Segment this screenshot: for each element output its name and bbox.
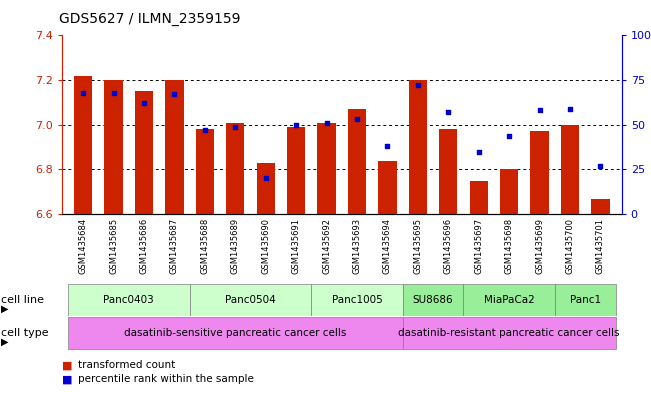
Text: GSM1435692: GSM1435692 — [322, 218, 331, 274]
Point — [413, 82, 423, 88]
Text: GSM1435687: GSM1435687 — [170, 218, 179, 274]
Point — [139, 100, 149, 107]
Text: SU8686: SU8686 — [413, 295, 453, 305]
Text: GSM1435700: GSM1435700 — [566, 218, 574, 274]
Point — [169, 91, 180, 97]
Bar — [256, 163, 275, 214]
Text: GDS5627 / ILMN_2359159: GDS5627 / ILMN_2359159 — [59, 12, 240, 26]
Bar — [591, 198, 609, 214]
Bar — [68, 284, 189, 316]
Bar — [189, 284, 311, 316]
Text: GSM1435689: GSM1435689 — [231, 218, 240, 274]
Bar — [196, 129, 214, 214]
Text: Panc0403: Panc0403 — [104, 295, 154, 305]
Bar — [409, 80, 427, 214]
Bar — [402, 317, 616, 349]
Bar — [402, 284, 464, 316]
Point — [382, 143, 393, 149]
Text: GSM1435688: GSM1435688 — [201, 218, 210, 274]
Text: Panc1: Panc1 — [570, 295, 601, 305]
Text: GSM1435685: GSM1435685 — [109, 218, 118, 274]
Bar — [68, 317, 402, 349]
Text: Panc1005: Panc1005 — [331, 295, 382, 305]
Text: ■: ■ — [62, 374, 72, 384]
Text: GSM1435695: GSM1435695 — [413, 218, 422, 274]
Bar — [287, 127, 305, 214]
Bar — [531, 132, 549, 214]
Bar — [104, 80, 122, 214]
Point — [108, 90, 118, 96]
Text: GSM1435693: GSM1435693 — [352, 218, 361, 274]
Point — [443, 109, 454, 116]
Bar — [561, 125, 579, 214]
Point — [504, 132, 514, 139]
Text: GSM1435684: GSM1435684 — [79, 218, 88, 274]
Bar — [464, 284, 555, 316]
Text: Panc0504: Panc0504 — [225, 295, 276, 305]
Bar — [318, 123, 336, 214]
Point — [260, 175, 271, 182]
Text: GSM1435698: GSM1435698 — [505, 218, 514, 274]
Bar — [165, 80, 184, 214]
Text: ▶: ▶ — [1, 337, 9, 347]
Text: dasatinib-resistant pancreatic cancer cells: dasatinib-resistant pancreatic cancer ce… — [398, 328, 620, 338]
Bar — [74, 75, 92, 214]
Text: percentile rank within the sample: percentile rank within the sample — [78, 374, 254, 384]
Text: GSM1435686: GSM1435686 — [139, 218, 148, 274]
Bar — [469, 181, 488, 214]
Point — [534, 107, 545, 114]
Point — [595, 163, 605, 169]
Point — [473, 149, 484, 155]
Point — [78, 90, 89, 96]
Point — [291, 121, 301, 128]
Point — [565, 106, 575, 112]
Point — [352, 116, 362, 123]
Bar — [500, 169, 518, 214]
Point — [200, 127, 210, 133]
Bar — [311, 284, 402, 316]
Text: GSM1435701: GSM1435701 — [596, 218, 605, 274]
Text: ▶: ▶ — [1, 303, 9, 314]
Text: cell type: cell type — [1, 328, 49, 338]
Text: dasatinib-sensitive pancreatic cancer cells: dasatinib-sensitive pancreatic cancer ce… — [124, 328, 346, 338]
Bar — [378, 160, 396, 214]
Point — [322, 120, 332, 126]
Text: GSM1435696: GSM1435696 — [444, 218, 452, 274]
Text: GSM1435691: GSM1435691 — [292, 218, 301, 274]
Text: GSM1435690: GSM1435690 — [261, 218, 270, 274]
Text: GSM1435694: GSM1435694 — [383, 218, 392, 274]
Text: MiaPaCa2: MiaPaCa2 — [484, 295, 534, 305]
Text: GSM1435697: GSM1435697 — [474, 218, 483, 274]
Bar — [439, 129, 458, 214]
Text: ■: ■ — [62, 360, 72, 371]
Text: transformed count: transformed count — [78, 360, 175, 371]
Text: cell line: cell line — [1, 295, 44, 305]
Bar — [555, 284, 616, 316]
Bar — [135, 91, 153, 214]
Text: GSM1435699: GSM1435699 — [535, 218, 544, 274]
Point — [230, 123, 240, 130]
Bar — [348, 109, 366, 214]
Bar — [226, 123, 244, 214]
